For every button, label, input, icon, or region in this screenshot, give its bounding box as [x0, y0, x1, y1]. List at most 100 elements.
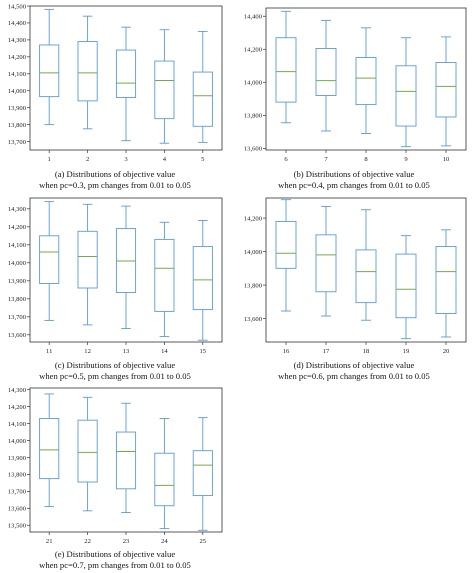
xtick-label-a-2: 3	[124, 156, 128, 163]
box-b-8	[355, 27, 377, 134]
xtick-label-e-4: 25	[200, 538, 207, 545]
boxplot-panel-b: 13,600 13,800 14,000 14,200 14,400 6 7 8 9 10 (b)…	[234, 0, 474, 192]
box-a-3	[115, 26, 137, 142]
box-b-9	[395, 37, 417, 148]
xtick-label-e-2: 23	[123, 538, 130, 545]
boxplot-a: 13,700 13,800 13,900 14,000 14,100 14,200 14,3…	[8, 3, 223, 163]
box-a-2	[77, 15, 98, 130]
box-iqr	[435, 246, 457, 314]
ytick-label-e-1: 13,600	[8, 506, 27, 513]
ytick-label-b-2: 14,000	[244, 80, 263, 87]
xtick-label-e-1: 22	[84, 538, 91, 545]
caption-b: (b) Distributions of objective value whe…	[234, 169, 474, 190]
caption-c-line2: when pc=0.5, pm changes from 0.01 to 0.0…	[39, 370, 191, 381]
box-d-16	[275, 199, 297, 312]
caption-c: (c) Distributions of objective value whe…	[0, 360, 230, 381]
box-d-19	[395, 235, 417, 340]
caption-c-line1: (c) Distributions of objective value	[54, 360, 176, 370]
box-iqr	[192, 71, 213, 127]
xtick-label-a-1: 2	[86, 156, 89, 163]
box-a-1	[39, 8, 60, 126]
box-a-4	[154, 29, 175, 144]
boxplot-b: 13,600 13,800 14,000 14,200 14,400 6 7 8 9 10	[244, 7, 467, 163]
box-iqr	[154, 452, 175, 507]
xtick-label-d-0: 16	[283, 348, 290, 355]
box-c-12	[77, 203, 98, 326]
box-iqr	[395, 253, 417, 319]
box-iqr	[115, 431, 137, 490]
caption-a-line1: (a) Distributions of objective value	[54, 169, 176, 179]
caption-e-line2: when pc=0.7, pm changes from 0.01 to 0.0…	[39, 559, 191, 570]
ytick-label-e-7: 14,200	[8, 404, 27, 411]
box-c-11	[39, 201, 60, 321]
box-e-25	[192, 417, 213, 531]
box-iqr	[77, 419, 98, 483]
ytick-label-a-7: 14,400	[8, 20, 27, 27]
xtick-label-c-0: 11	[46, 348, 52, 355]
box-iqr	[39, 235, 60, 284]
box-e-23	[115, 402, 137, 513]
xtick-label-a-3: 4	[163, 156, 167, 163]
boxplot-panel-d: 13,600 13,800 14,000 14,200 16 17 18 19 20 (d) D…	[234, 192, 474, 382]
box-iqr	[315, 234, 337, 293]
ytick-label-a-3: 14,000	[8, 88, 27, 95]
box-c-14	[154, 221, 175, 338]
box-iqr	[275, 37, 297, 103]
caption-d-line1: (d) Distributions of objective value	[293, 360, 415, 370]
caption-d-line2: when pc=0.6, pm changes from 0.01 to 0.0…	[278, 370, 430, 381]
xtick-label-a-4: 5	[201, 156, 205, 163]
caption-e-line1: (e) Distributions of objective value	[54, 549, 176, 559]
box-e-21	[39, 393, 60, 508]
ytick-label-e-0: 13,500	[8, 523, 27, 530]
ytick-label-a-1: 13,800	[8, 122, 27, 129]
boxplot-panel-a: 13,700 13,800 13,900 14,000 14,100 14,200 14,3…	[0, 0, 230, 192]
box-iqr	[39, 44, 60, 98]
xtick-label-c-4: 15	[200, 348, 207, 355]
box-c-15	[192, 220, 213, 341]
caption-a-line2: when pc=0.3, pm changes from 0.01 to 0.0…	[39, 179, 191, 190]
ytick-label-b-1: 13,800	[244, 113, 263, 120]
ytick-label-b-4: 14,400	[244, 14, 263, 21]
ytick-label-c-3: 13,900	[8, 278, 27, 285]
box-iqr	[192, 450, 213, 497]
ytick-label-c-1: 13,700	[8, 314, 27, 321]
ytick-label-a-8: 14,500	[8, 3, 27, 10]
xtick-label-b-3: 9	[404, 156, 408, 163]
boxplot-c: 13,600 13,700 13,800 13,900 14,000 14,100 14,2…	[8, 197, 223, 355]
caption-b-line2: when pc=0.4, pm changes from 0.01 to 0.0…	[278, 179, 430, 190]
caption-e: (e) Distributions of objective value whe…	[0, 549, 230, 570]
xtick-label-e-0: 21	[46, 538, 53, 545]
ytick-label-a-0: 13,700	[8, 139, 27, 146]
box-e-22	[77, 396, 98, 512]
box-iqr	[395, 65, 417, 127]
ytick-label-d-0: 13,600	[244, 316, 263, 323]
xtick-label-b-1: 7	[324, 156, 328, 163]
box-iqr	[315, 48, 337, 96]
xtick-label-c-1: 12	[84, 348, 91, 355]
box-iqr	[355, 249, 377, 304]
ytick-label-d-2: 14,000	[244, 249, 263, 256]
xtick-label-c-2: 13	[123, 348, 130, 355]
box-iqr	[77, 41, 98, 102]
ytick-label-e-2: 13,700	[8, 489, 27, 496]
xtick-label-d-4: 20	[443, 348, 450, 355]
box-d-20	[435, 229, 457, 338]
box-d-17	[315, 205, 337, 317]
box-iqr	[192, 246, 213, 311]
box-iqr	[275, 220, 297, 269]
box-iqr	[77, 230, 98, 289]
ytick-label-a-6: 14,300	[8, 37, 27, 44]
box-iqr	[115, 49, 137, 98]
ytick-label-c-6: 14,200	[8, 224, 27, 231]
caption-b-line1: (b) Distributions of objective value	[293, 169, 415, 179]
ytick-label-a-4: 14,100	[8, 71, 27, 78]
box-c-13	[115, 205, 137, 329]
box-e-24	[154, 418, 175, 530]
xtick-label-b-0: 6	[284, 156, 288, 163]
box-iqr	[154, 238, 175, 312]
ytick-label-c-7: 14,300	[8, 206, 27, 213]
boxplot-e: 13,500 13,600 13,700 13,800 13,900 14,000 14,1…	[8, 387, 223, 545]
ytick-label-e-6: 14,100	[8, 421, 27, 428]
box-b-10	[435, 36, 457, 147]
box-b-6	[275, 10, 297, 124]
